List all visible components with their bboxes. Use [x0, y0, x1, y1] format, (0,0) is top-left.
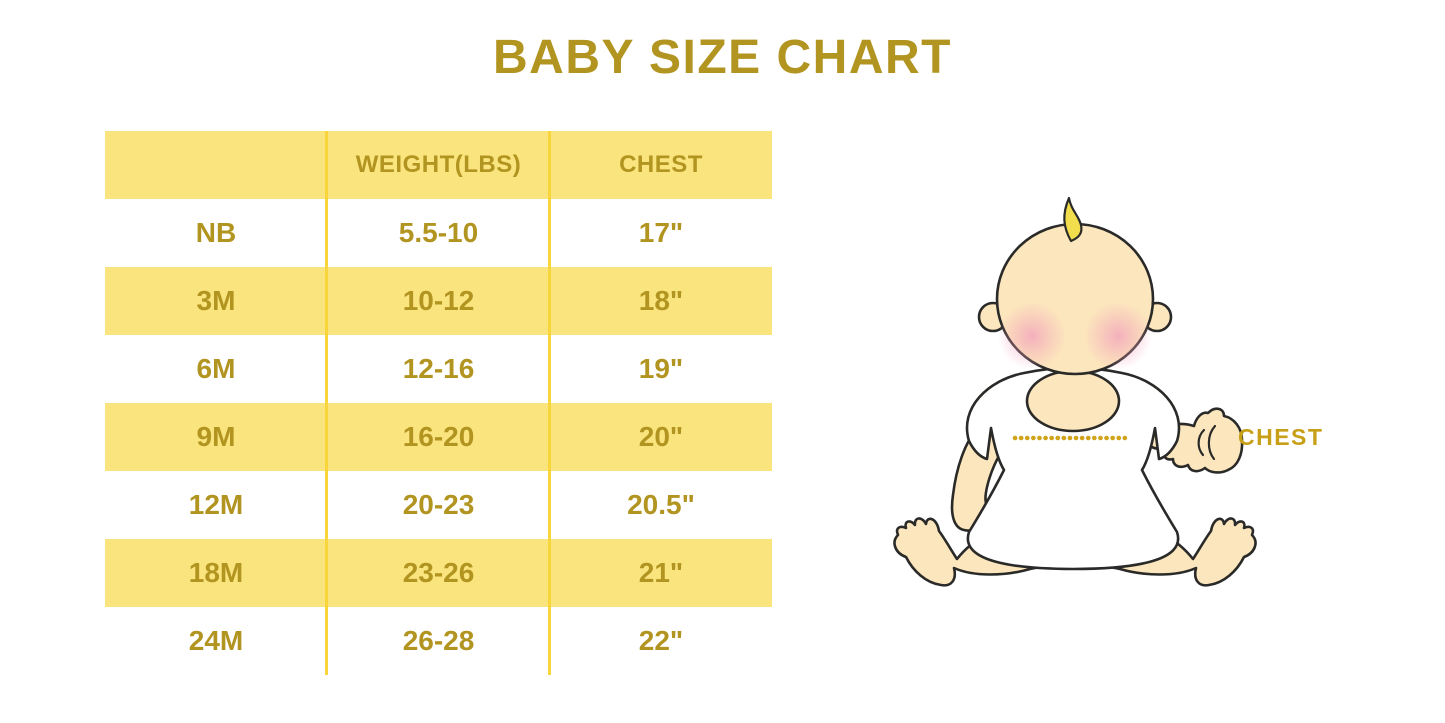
table-row: 12M 20-23 20.5"	[105, 471, 772, 539]
baby-illustration	[893, 196, 1257, 587]
baby-left-cheek-blush	[998, 302, 1066, 370]
table-row: 3M 10-12 18"	[105, 267, 772, 335]
size-cell: 9M	[196, 421, 236, 452]
baby-neck	[1025, 369, 1121, 433]
table-row: 9M 16-20 20"	[105, 403, 772, 471]
baby-fist-finger-lines	[1197, 424, 1217, 461]
size-cell: NB	[195, 217, 237, 248]
chest-cell: 17"	[638, 217, 684, 248]
weight-cell: 10-12	[402, 285, 475, 316]
chest-cell: 18"	[638, 285, 684, 316]
table-row: NB 5.5-10 17"	[105, 199, 772, 267]
chest-cell: 21"	[638, 557, 684, 588]
chest-cell: 19"	[638, 353, 684, 384]
column-divider	[325, 131, 328, 675]
chest-cell: 20"	[638, 421, 684, 452]
table-row: 6M 12-16 19"	[105, 335, 772, 403]
weight-cell: 12-16	[402, 353, 475, 384]
weight-cell: 23-26	[402, 557, 475, 588]
weight-cell: 26-28	[402, 625, 475, 656]
baby-hair-curl	[1063, 196, 1083, 243]
table-row: 24M 26-28 22"	[105, 607, 772, 675]
size-cell: 6M	[196, 353, 236, 384]
table-header-row: WEIGHT(LBS) CHEST	[105, 131, 772, 199]
size-cell: 12M	[188, 489, 244, 520]
page-title: BABY SIZE CHART	[493, 31, 952, 84]
weight-cell: 16-20	[402, 421, 475, 452]
size-cell: 18M	[188, 557, 244, 588]
size-table: WEIGHT(LBS) CHEST NB 5.5-10 17" 3M 10-12…	[105, 131, 772, 675]
baby-right-arm-fist	[1143, 407, 1244, 474]
baby-illustration-panel: CHEST	[860, 170, 1380, 640]
size-cell: 3M	[196, 285, 236, 316]
chest-cell: 20.5"	[627, 489, 695, 520]
chest-cell: 22"	[638, 625, 684, 656]
baby-right-cheek-blush	[1084, 302, 1152, 370]
table-row: 18M 23-26 21"	[105, 539, 772, 607]
header-cell-size	[105, 131, 327, 199]
header-cell-chest: CHEST	[619, 151, 703, 178]
column-divider	[548, 131, 551, 675]
size-cell: 24M	[188, 625, 244, 656]
chest-measurement-label: CHEST	[1238, 424, 1324, 450]
weight-cell: 20-23	[402, 489, 475, 520]
header-cell-weight: WEIGHT(LBS)	[355, 151, 522, 178]
weight-cell: 5.5-10	[398, 217, 479, 248]
